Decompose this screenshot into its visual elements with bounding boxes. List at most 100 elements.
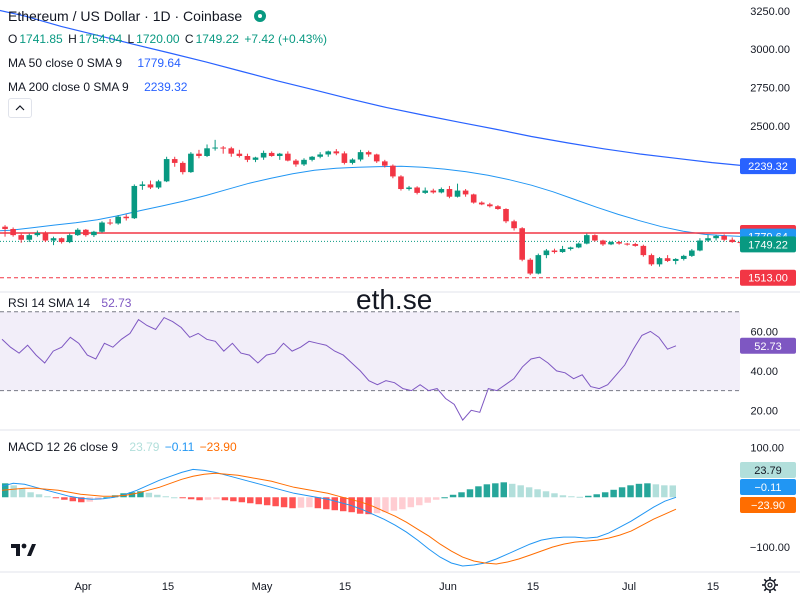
- ohlc-close-key: C: [184, 32, 194, 46]
- macd-hist-bar: [610, 489, 617, 498]
- time-tick-label: Apr: [74, 581, 91, 593]
- candle-body: [58, 238, 65, 243]
- ma200-label: MA 200 close 0 SMA 9: [8, 80, 129, 94]
- macd-hist-bar: [263, 497, 271, 506]
- last-price-axis-label: 1749.22: [748, 239, 788, 251]
- macd-hist-bar: [162, 496, 169, 498]
- macd-hist-bar: [585, 495, 592, 498]
- rsi-legend-value: 52.73: [101, 296, 132, 310]
- symbol-legend: Ethereum / US Dollar · 1D · Coinbase: [8, 8, 268, 24]
- candle-body: [470, 194, 477, 203]
- candle-body: [575, 243, 582, 248]
- candle-body: [495, 206, 501, 210]
- candle-body: [527, 259, 534, 274]
- macd-hist-bar: [525, 487, 533, 498]
- macd-hist-bar: [340, 497, 347, 512]
- macd-hist-bar: [593, 494, 600, 498]
- candle-body: [680, 255, 687, 259]
- candle-body: [632, 244, 639, 246]
- macd-hist-bar: [289, 497, 296, 509]
- macd-hist-bar: [213, 497, 220, 500]
- macd-hist-bar: [154, 494, 161, 498]
- macd-signal-axis-label-bg: [740, 497, 796, 513]
- macd-hist-bar: [27, 492, 34, 498]
- macd-hist-bar: [103, 497, 110, 499]
- ma50-legend[interactable]: MA 50 close 0 SMA 9 1779.64: [8, 56, 183, 70]
- candle-body: [406, 187, 412, 190]
- price-tick-label: 2500.00: [750, 121, 790, 133]
- candle-body: [478, 202, 485, 205]
- candle-body: [519, 228, 525, 260]
- macd-hist-bar: [196, 497, 203, 501]
- candle-body: [511, 221, 517, 229]
- ohlc-high: 1754.04: [78, 32, 123, 46]
- rsi-tick-label: 20.00: [750, 405, 778, 417]
- candle-body: [252, 157, 259, 160]
- collapse-legend-button[interactable]: [8, 98, 32, 118]
- macd-hist-bar: [306, 497, 313, 508]
- candle-body: [382, 161, 388, 166]
- macd-legend[interactable]: MACD 12 26 close 9 23.79 −0.11 −23.90: [8, 440, 239, 454]
- macd-hist-bar: [466, 489, 474, 498]
- macd-hist-bar: [416, 497, 423, 506]
- rsi-legend[interactable]: RSI 14 SMA 14 52.73: [8, 296, 133, 310]
- market-status-icon: [254, 10, 267, 22]
- candle-body: [664, 258, 671, 261]
- candle-body: [26, 235, 33, 240]
- price-tick-label: 2750.00: [750, 83, 790, 95]
- macd-hist-bar: [441, 497, 448, 499]
- candle-body: [349, 159, 356, 163]
- candle-body: [236, 153, 243, 156]
- macd-hist-bar: [475, 486, 482, 498]
- candle-body: [171, 159, 178, 163]
- candle-body: [357, 152, 364, 160]
- candle-body: [454, 190, 461, 197]
- candle-body: [66, 235, 73, 243]
- candle-body: [107, 222, 113, 224]
- macd-line-legend-value: −0.11: [164, 440, 195, 454]
- ohlc-change: +7.42 (+0.43%): [244, 32, 328, 46]
- rsi-line: [1, 316, 677, 421]
- candle-body: [640, 245, 647, 256]
- symbol-title[interactable]: Ethereum / US Dollar · 1D · Coinbase: [8, 8, 243, 24]
- ohlc-open-key: O: [8, 32, 18, 46]
- ohlc-low-key: L: [127, 32, 135, 46]
- watermark-text: eth.se: [356, 284, 433, 315]
- rsi-axis-label: 52.73: [754, 341, 782, 353]
- macd-hist-bar: [52, 497, 60, 499]
- ma200-line: [0, 9, 749, 167]
- macd-hist-bar: [492, 483, 499, 498]
- candle-body: [301, 159, 307, 165]
- settings-gear-icon[interactable]: [761, 576, 779, 594]
- ma200-legend[interactable]: MA 200 close 0 SMA 9 2239.32: [8, 80, 189, 94]
- candle-body: [584, 235, 590, 244]
- rsi-tick-label: 40.00: [750, 366, 778, 378]
- macd-hist-bar: [314, 497, 322, 509]
- tradingview-logo-icon[interactable]: [10, 540, 38, 560]
- macd-hist-bar: [61, 497, 68, 500]
- time-tick-label: Jun: [439, 581, 457, 593]
- candle-body: [50, 238, 57, 241]
- macd-hist-bar: [432, 497, 440, 500]
- candle-body: [91, 231, 97, 236]
- candle-body: [333, 151, 340, 154]
- candle-body: [567, 247, 574, 249]
- macd-hist-bar: [247, 497, 254, 504]
- macd-hist-bar: [500, 482, 507, 498]
- macd-hist-bar: [382, 497, 389, 513]
- macd-line: [1, 468, 677, 567]
- candle-body: [390, 165, 396, 177]
- candle-body: [414, 187, 420, 193]
- candle-body: [228, 148, 235, 154]
- macd-hist-bar: [551, 493, 558, 498]
- candle-body: [18, 235, 24, 240]
- candle-body: [317, 154, 323, 157]
- candle-body: [446, 189, 453, 197]
- candle-body: [268, 152, 275, 156]
- macd-hist-bar: [128, 492, 136, 498]
- macd-hist-bar: [35, 494, 43, 498]
- ohlc-legend: O 1741.85 H 1754.04 L 1720.00 C 1749.22 +7.4…: [8, 32, 329, 46]
- candle-body: [34, 232, 41, 236]
